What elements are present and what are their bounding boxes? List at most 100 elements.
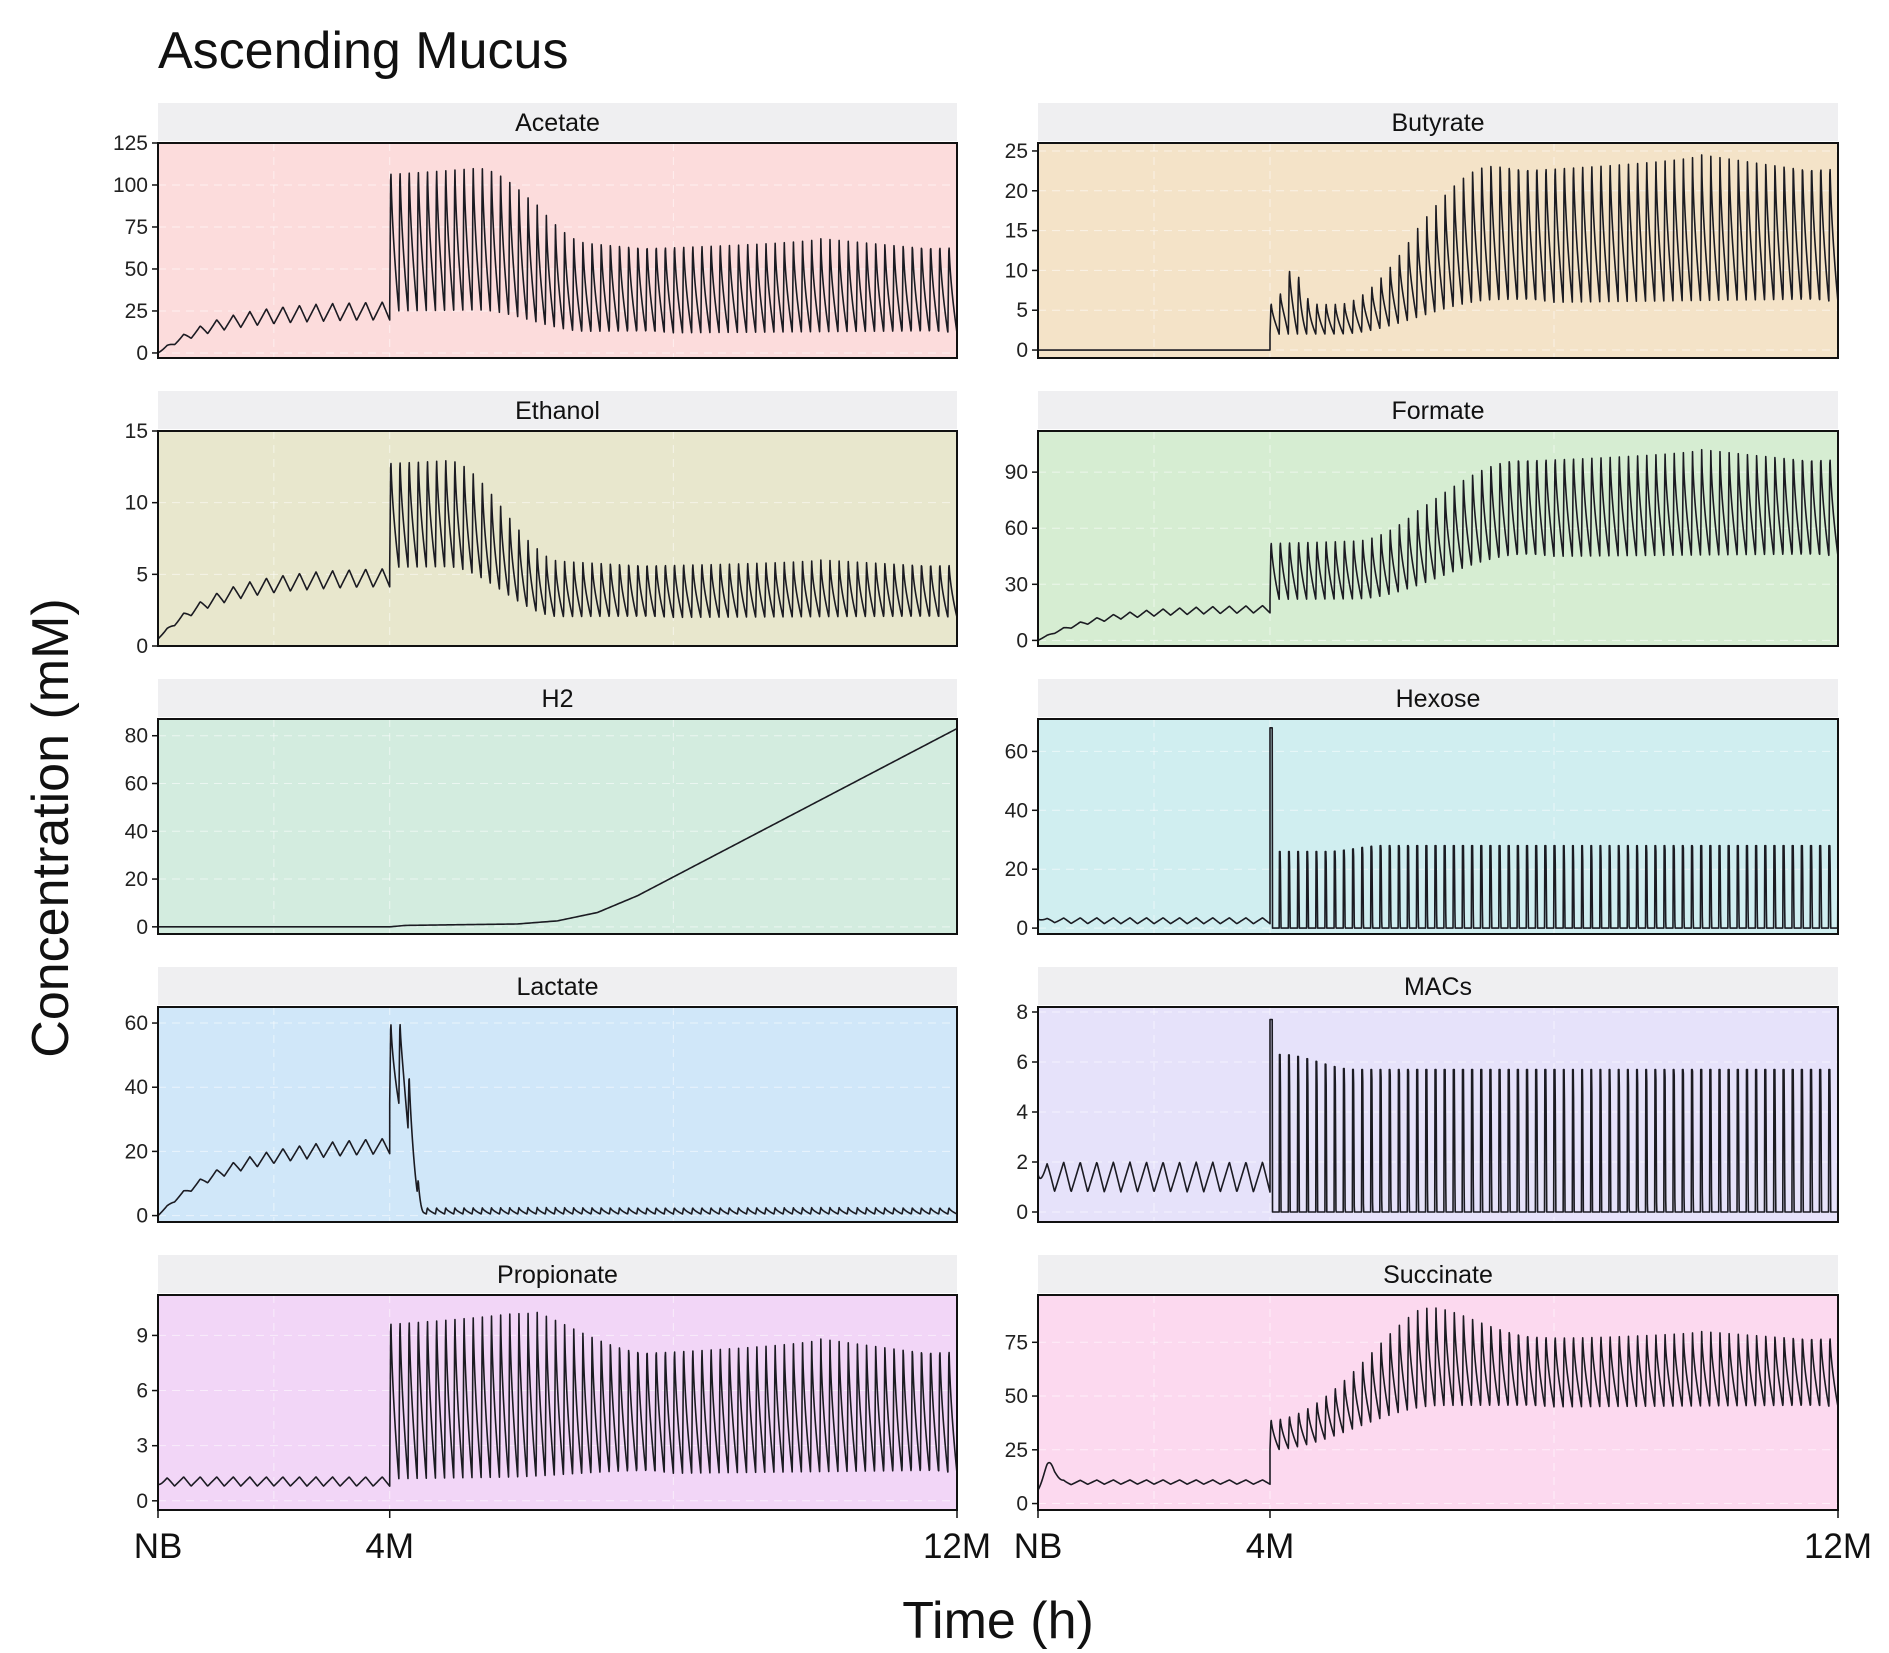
y-tick-label-lactate: 20 [125, 1140, 148, 1163]
series-line-macs [1037, 1018, 1839, 1213]
series-line-ethanol [157, 460, 958, 640]
series-line-butyrate [1037, 154, 1839, 351]
strip-label-acetate: Acetate [515, 109, 600, 137]
y-tick-label-macs: 4 [1016, 1101, 1028, 1124]
series-line-h2 [158, 727, 958, 928]
panel-acetate: Acetate 0 25 50 75 100 125 [113, 103, 958, 365]
panel-lactate: Lactate 0 20 40 60 [125, 967, 958, 1228]
y-tick-label-ethanol: 10 [125, 492, 148, 515]
panel-background-lactate [158, 1007, 957, 1222]
panel-frame-acetate [157, 142, 958, 359]
strip-label-butyrate: Butyrate [1391, 109, 1484, 137]
panel-frame-lactate [157, 1006, 958, 1223]
strip-label-lactate: Lactate [516, 973, 598, 1001]
panel-frame-ethanol [157, 430, 958, 647]
series-line-hexose [1037, 727, 1839, 929]
y-tick-label-butyrate: 5 [1016, 299, 1028, 322]
y-tick-label-lactate: 60 [125, 1012, 148, 1035]
y-tick-label-h2: 80 [125, 725, 148, 748]
strip-label-h2: H2 [542, 685, 574, 713]
x-tick-label: 12M [923, 1527, 991, 1566]
panel-background-ethanol [158, 431, 957, 646]
x-tick-label: 4M [1246, 1527, 1295, 1566]
panel-succinate: Succinate 0 25 50 75 NB 4M 12M [1005, 1255, 1872, 1566]
panel-hexose: Hexose 0 20 40 60 [1005, 679, 1839, 940]
x-tick-label: 4M [365, 1527, 414, 1566]
y-tick-label-acetate: 125 [113, 132, 148, 155]
y-tick-label-formate: 0 [1016, 629, 1028, 652]
y-tick-label-acetate: 25 [125, 300, 148, 323]
strip-butyrate [1038, 103, 1838, 141]
y-tick-label-butyrate: 0 [1016, 339, 1028, 362]
strip-ethanol [158, 391, 957, 429]
y-tick-label-succinate: 0 [1016, 1493, 1028, 1516]
y-tick-label-butyrate: 10 [1005, 259, 1028, 282]
strip-hexose [1038, 679, 1838, 717]
y-tick-label-hexose: 60 [1005, 740, 1028, 763]
panel-frame-succinate [1037, 1294, 1839, 1511]
y-tick-label-ethanol: 5 [136, 563, 148, 586]
strip-label-ethanol: Ethanol [515, 397, 600, 425]
y-axis-title: Concentration (mM) [22, 598, 80, 1057]
panel-propionate: Propionate 0 3 6 9 NB 4M 12M [134, 1255, 991, 1566]
y-tick-label-h2: 20 [125, 868, 148, 891]
y-tick-label-propionate: 0 [136, 1490, 148, 1513]
strip-lactate [158, 967, 957, 1005]
strip-propionate [158, 1255, 957, 1293]
y-tick-label-hexose: 0 [1016, 917, 1028, 940]
panel-frame-macs [1037, 1006, 1839, 1223]
panel-macs: MACs 0 2 4 6 8 [1016, 967, 1839, 1224]
y-tick-label-macs: 6 [1016, 1051, 1028, 1074]
strip-label-macs: MACs [1404, 973, 1472, 1001]
panel-background-h2 [158, 719, 957, 934]
y-tick-label-acetate: 0 [136, 342, 148, 365]
panel-background-macs [1038, 1007, 1838, 1222]
series-line-propionate [157, 1311, 958, 1487]
series-line-succinate [1037, 1307, 1839, 1491]
y-tick-label-macs: 0 [1016, 1201, 1028, 1224]
panel-formate: Formate 0 30 60 90 [1005, 391, 1839, 652]
panel-butyrate: Butyrate 0 5 10 15 20 25 [1005, 103, 1839, 362]
series-line-lactate [157, 1023, 958, 1217]
strip-acetate [158, 103, 957, 141]
panel-frame-propionate [157, 1294, 958, 1511]
strip-macs [1038, 967, 1838, 1005]
y-tick-label-succinate: 50 [1005, 1385, 1028, 1408]
y-tick-label-propionate: 6 [136, 1380, 148, 1403]
y-tick-label-propionate: 3 [136, 1435, 148, 1458]
series-line-acetate [157, 167, 958, 354]
y-tick-label-formate: 90 [1005, 461, 1028, 484]
y-tick-label-hexose: 20 [1005, 858, 1028, 881]
panel-frame-h2 [157, 718, 958, 935]
y-tick-label-butyrate: 20 [1005, 180, 1028, 203]
strip-label-succinate: Succinate [1383, 1261, 1493, 1289]
y-tick-label-acetate: 75 [125, 216, 148, 239]
y-tick-label-propionate: 9 [136, 1324, 148, 1347]
strip-label-hexose: Hexose [1396, 685, 1481, 713]
panel-background-succinate [1038, 1295, 1838, 1510]
strip-formate [1038, 391, 1838, 429]
panel-ethanol: Ethanol 0 5 10 15 [125, 391, 958, 658]
x-axis-title: Time (h) [902, 1592, 1094, 1650]
strip-label-propionate: Propionate [497, 1261, 618, 1289]
y-tick-label-lactate: 0 [136, 1205, 148, 1228]
y-tick-label-lactate: 40 [125, 1076, 148, 1099]
panel-frame-butyrate [1037, 142, 1839, 359]
panel-background-hexose [1038, 719, 1838, 934]
y-tick-label-ethanol: 15 [125, 420, 148, 443]
x-tick-label: 12M [1804, 1527, 1872, 1566]
y-tick-label-succinate: 25 [1005, 1439, 1028, 1462]
y-tick-label-hexose: 40 [1005, 799, 1028, 822]
y-tick-label-butyrate: 25 [1005, 140, 1028, 163]
y-tick-label-h2: 0 [136, 916, 148, 939]
y-tick-label-acetate: 50 [125, 258, 148, 281]
y-tick-label-butyrate: 15 [1005, 220, 1028, 243]
strip-h2 [158, 679, 957, 717]
y-tick-label-formate: 30 [1005, 573, 1028, 596]
y-tick-label-succinate: 75 [1005, 1331, 1028, 1354]
strip-label-formate: Formate [1391, 397, 1484, 425]
panel-background-propionate [158, 1295, 957, 1510]
panel-h2: H2 0 20 40 60 80 [125, 679, 958, 939]
y-tick-label-h2: 60 [125, 773, 148, 796]
